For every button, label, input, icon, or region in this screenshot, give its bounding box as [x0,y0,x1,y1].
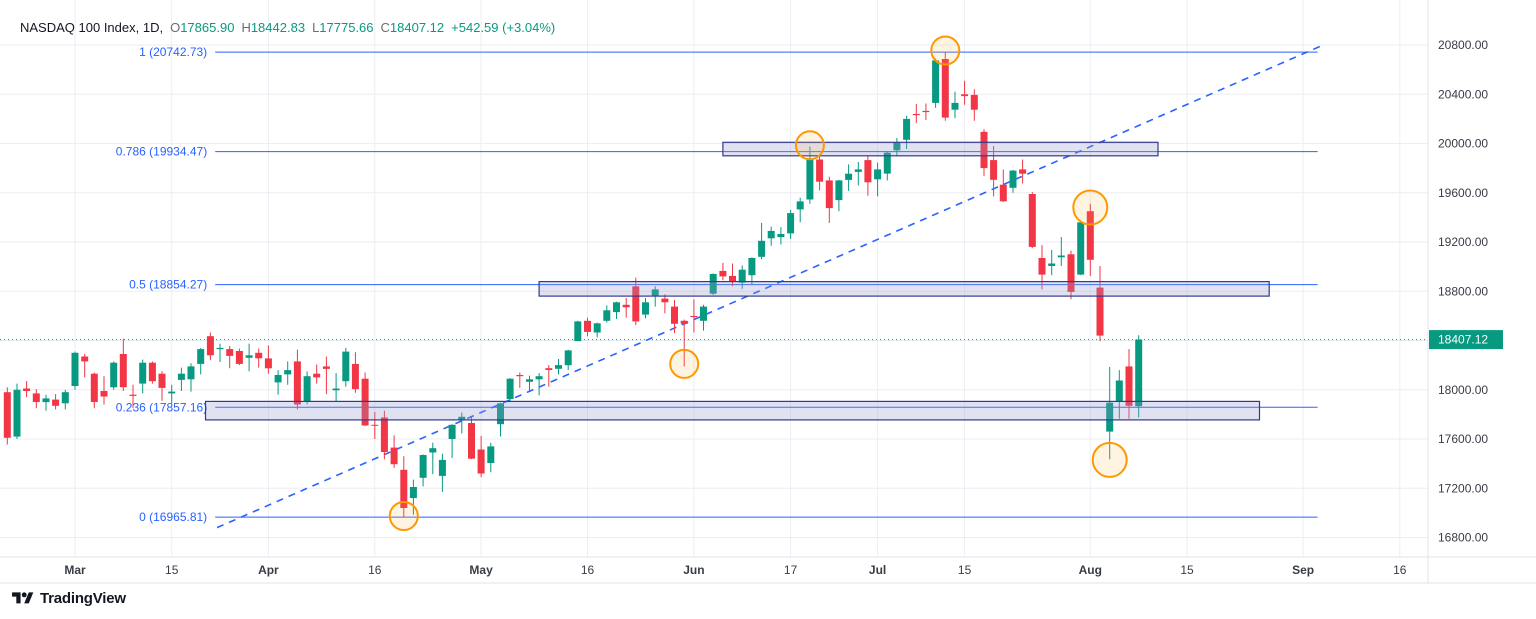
time-tick-label: Aug [1079,563,1102,577]
ohlc-close: C18407.12 [380,20,445,35]
time-tick-label: May [469,563,493,577]
zone-rectangle[interactable] [538,281,1270,297]
time-tick-label: 17 [784,563,798,577]
annotation-circles[interactable] [388,35,1128,531]
time-tick-label: 15 [165,563,179,577]
time-tick-label: 16 [581,563,595,577]
tradingview-attribution[interactable]: TradingView [12,590,126,607]
price-tick-label: 19200.00 [1438,235,1488,249]
highlight-circle[interactable] [388,501,419,531]
ohlc-open: O17865.90 [170,20,235,35]
change-badge: +542.59 (+3.04%) [451,20,556,35]
fib-level-label: 0.786 (19934.47) [116,145,207,159]
time-tick-label: Jul [869,563,886,577]
time-tick-label: Jun [683,563,704,577]
highlight-circle[interactable] [1091,441,1128,478]
ohlc-high: H18442.83 [241,20,306,35]
fib-retracement[interactable]: 1 (20742.73) 0.786 (19934.47) 0.5 (18854.2… [116,45,1318,524]
zone-rectangle[interactable] [722,141,1159,157]
time-tick-label: Sep [1292,563,1314,577]
supply-demand-zones[interactable] [204,141,1270,421]
chart-legend[interactable]: NASDAQ 100 Index, 1D, O17865.90 H18442.83 L… [20,20,555,35]
time-axis[interactable]: Mar 15 Apr 16 May 16 Jun 17 Jul 15 Aug 15 Sep 16 [64,563,1406,577]
highlight-circle[interactable] [794,130,825,161]
tradingview-logo-text: TradingView [40,590,126,607]
highlight-circle[interactable] [1072,189,1109,226]
price-tick-label: 20800.00 [1438,38,1488,52]
svg-text:18407.12: 18407.12 [1438,333,1488,347]
candles [3,52,1143,518]
symbol-title[interactable]: NASDAQ 100 Index, 1D, [20,20,164,35]
price-tick-label: 17200.00 [1438,481,1488,495]
zone-rectangle[interactable] [204,400,1261,421]
price-tick-label: 16800.00 [1438,531,1488,545]
time-tick-label: 15 [1180,563,1194,577]
fib-level-label: 0.236 (17857.16) [116,400,207,414]
price-tick-label: 18800.00 [1438,284,1488,298]
price-tick-label: 18000.00 [1438,383,1488,397]
time-tick-label: Apr [258,563,279,577]
fib-level-label: 0 (16965.81) [139,510,207,524]
price-axis[interactable]: 20800.00 20400.00 20000.00 19600.00 19200.00… [1438,38,1488,545]
highlight-circle[interactable] [930,35,961,66]
fib-level-label: 0.5 (18854.27) [129,278,207,292]
price-tick-label: 20400.00 [1438,87,1488,101]
fib-level-label: 1 (20742.73) [139,45,207,59]
trend-line[interactable] [216,45,1321,529]
price-tick-label: 19600.00 [1438,186,1488,200]
time-tick-label: 15 [958,563,972,577]
pane-borders [0,0,1536,584]
price-tick-label: 17600.00 [1438,432,1488,446]
time-tick-label: Mar [64,563,86,577]
ohlc-low: L17775.66 [312,20,374,35]
tradingview-logo-icon [12,592,34,604]
time-tick-label: 16 [368,563,382,577]
last-price-label: 18407.12 [1429,330,1503,350]
grid [0,0,1428,557]
time-tick-label: 16 [1393,563,1407,577]
price-tick-label: 20000.00 [1438,137,1488,151]
highlight-circle[interactable] [669,348,700,379]
